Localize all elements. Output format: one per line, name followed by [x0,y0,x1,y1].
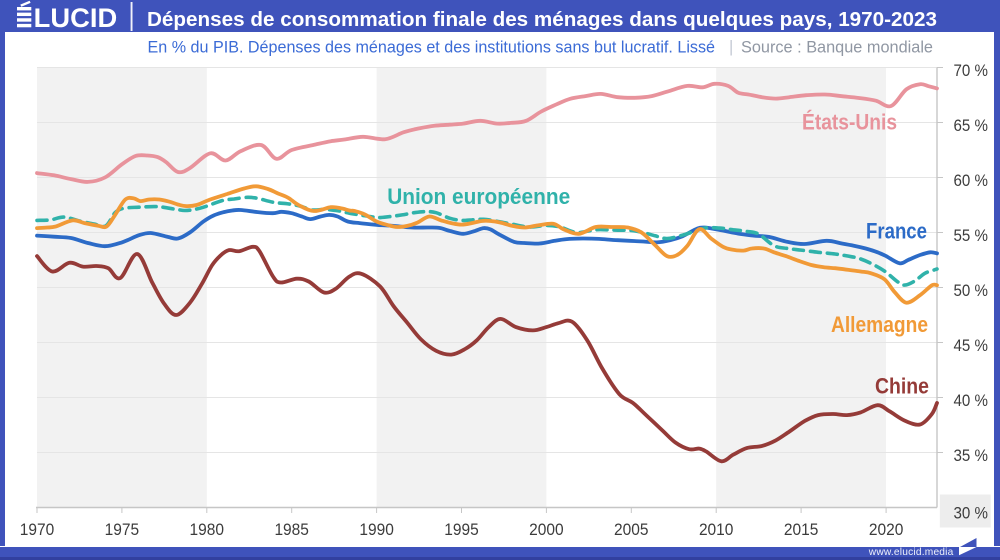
svg-text:France: France [866,219,927,244]
svg-text:Allemagne: Allemagne [831,312,928,337]
svg-text:1985: 1985 [274,520,309,539]
svg-text:40 %: 40 % [954,391,989,410]
svg-text:45 %: 45 % [954,336,989,355]
svg-text:50 %: 50 % [954,281,989,300]
svg-text:LUCID: LUCID [34,3,118,32]
svg-text:1995: 1995 [444,520,479,539]
svg-text:États-Unis: États-Unis [802,110,897,135]
svg-text:60 %: 60 % [954,171,989,190]
svg-text:65 %: 65 % [954,116,989,135]
svg-text:Dépenses de consommation final: Dépenses de consommation finale des ména… [147,8,937,31]
svg-text:70 %: 70 % [954,61,989,80]
svg-text:En % du PIB. Dépenses des ména: En % du PIB. Dépenses des ménages et des… [148,38,716,57]
svg-text:2005: 2005 [614,520,649,539]
svg-text:30 %: 30 % [954,503,989,522]
svg-text:Union européenne: Union européenne [387,184,570,209]
svg-text:|: | [729,38,733,56]
svg-text:2020: 2020 [869,520,904,539]
svg-text:Chine: Chine [875,374,929,399]
svg-text:35 %: 35 % [954,446,989,465]
svg-text:Source : Banque mondiale: Source : Banque mondiale [741,38,933,57]
svg-text:1980: 1980 [190,520,225,539]
svg-text:2015: 2015 [784,520,819,539]
svg-text:1970: 1970 [20,520,55,539]
svg-text:55 %: 55 % [954,226,989,245]
svg-text:2010: 2010 [699,520,734,539]
svg-text:2000: 2000 [529,520,564,539]
svg-text:1990: 1990 [359,520,394,539]
svg-text:1975: 1975 [105,520,140,539]
